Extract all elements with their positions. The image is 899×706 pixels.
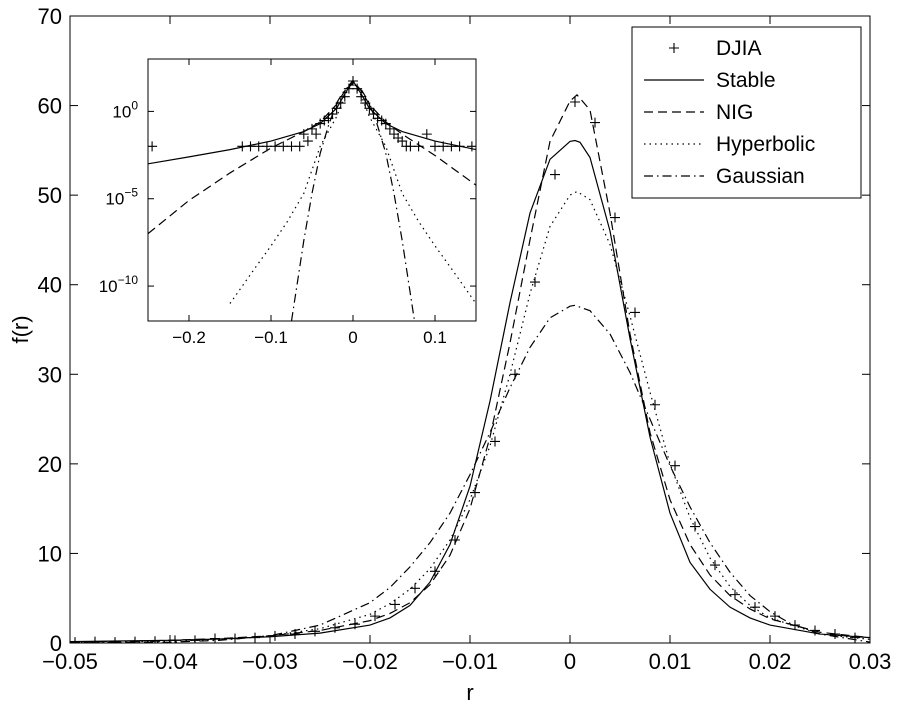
x-tick-label: 0.02 [749, 649, 792, 674]
x-tick-label: −0.03 [242, 649, 298, 674]
legend-label-stable: Stable [716, 69, 776, 92]
main-djia-point [630, 307, 640, 318]
main-djia-point [530, 277, 540, 288]
inset-y-tick-label: 100 [112, 98, 138, 121]
main-series-stable-line [70, 139, 870, 643]
y-tick-label: 0 [50, 631, 62, 656]
main-djia-point [570, 96, 580, 107]
x-tick-label: −0.02 [342, 649, 398, 674]
main-series-nig-line [70, 93, 870, 643]
inset-y-tick-base: 10 [99, 277, 118, 296]
x-tick-label: −0.04 [142, 649, 198, 674]
inset-x-tick-label: 0 [348, 328, 357, 347]
legend-box [631, 26, 862, 199]
inset-frame [147, 58, 477, 322]
inset-series-group [148, 76, 476, 321]
inset-djia-point [294, 141, 305, 152]
main-series-hyperbolic-line [70, 190, 870, 643]
y-tick-label: 70 [38, 4, 62, 29]
inset-y-tick-base: 10 [105, 190, 124, 209]
main-djia-point [690, 521, 700, 532]
inset-djia-point [397, 136, 408, 147]
x-tick-label: 0.01 [649, 649, 692, 674]
inset-y-tick-exp: −5 [124, 186, 138, 200]
inset-djia-point [311, 129, 322, 140]
x-axis-title: r [466, 680, 473, 705]
x-tick-label: 0.03 [849, 649, 892, 674]
main-djia-point [490, 436, 500, 447]
main-djia-point [430, 566, 440, 577]
inset-djia-point [148, 141, 158, 152]
inset-x-tick-label: 0.1 [423, 328, 447, 347]
inset-djia-point [352, 83, 363, 94]
y-tick-label: 40 [38, 273, 62, 298]
y-tick-label: 60 [38, 94, 62, 119]
y-axis-title: f(r) [8, 315, 33, 343]
inset-djia-point [298, 129, 309, 140]
inset-series-stable-line [148, 79, 476, 165]
y-tick-label: 30 [38, 362, 62, 387]
main-series-gaussian-line [70, 304, 870, 643]
main-plot: −0.05 −0.04 −0.03 −0.02 −0.01 0 0.01 0.02 0.0301… [8, 4, 891, 705]
inset-x-tick-label: −0.1 [254, 328, 288, 347]
inset-y-tick-exp: 0 [131, 98, 138, 112]
x-tick-label: −0.01 [442, 649, 498, 674]
main-djia-point [390, 599, 400, 610]
main-djia-point [410, 583, 420, 594]
main-djia-point [730, 589, 740, 600]
x-tick-label: −0.05 [42, 649, 98, 674]
y-tick-label: 20 [38, 452, 62, 477]
inset-x-tick-label: −0.2 [172, 328, 206, 347]
main-djia-point [670, 460, 680, 471]
legend: DJIA Stable NIG Hyperbolic Gaussian [631, 26, 862, 199]
main-djia-point [750, 602, 760, 613]
x-tick-label: 0 [564, 649, 576, 674]
inset-y-tick-exp: −10 [118, 273, 139, 287]
inset-djia-point [466, 141, 476, 152]
legend-label-djia: DJIA [716, 37, 762, 60]
main-djia-point [590, 117, 600, 128]
legend-label-nig: NIG [716, 101, 753, 124]
main-djia-point [710, 560, 720, 571]
main-djia-point [650, 399, 660, 410]
inset-y-tick-label: 10−5 [105, 186, 138, 209]
main-djia-point [610, 212, 620, 223]
main-djia-point [370, 611, 380, 622]
legend-label-gaussian: Gaussian [716, 165, 805, 188]
legend-label-hyperbolic: Hyperbolic [716, 133, 815, 156]
y-tick-label: 50 [38, 183, 62, 208]
main-series-group [70, 93, 870, 643]
inset-djia-point [421, 129, 432, 140]
legend-swatch-djia [669, 43, 679, 53]
y-tick-label: 10 [38, 541, 62, 566]
inset-background [148, 59, 476, 321]
inset-y-tick-base: 10 [112, 102, 131, 121]
inset-series-gaussian-line [290, 83, 416, 321]
inset-y-tick-label: 10−10 [99, 273, 139, 296]
inset-series-nig-line [148, 79, 476, 235]
inset-djia-point [302, 136, 313, 147]
main-djia-point [550, 169, 560, 180]
